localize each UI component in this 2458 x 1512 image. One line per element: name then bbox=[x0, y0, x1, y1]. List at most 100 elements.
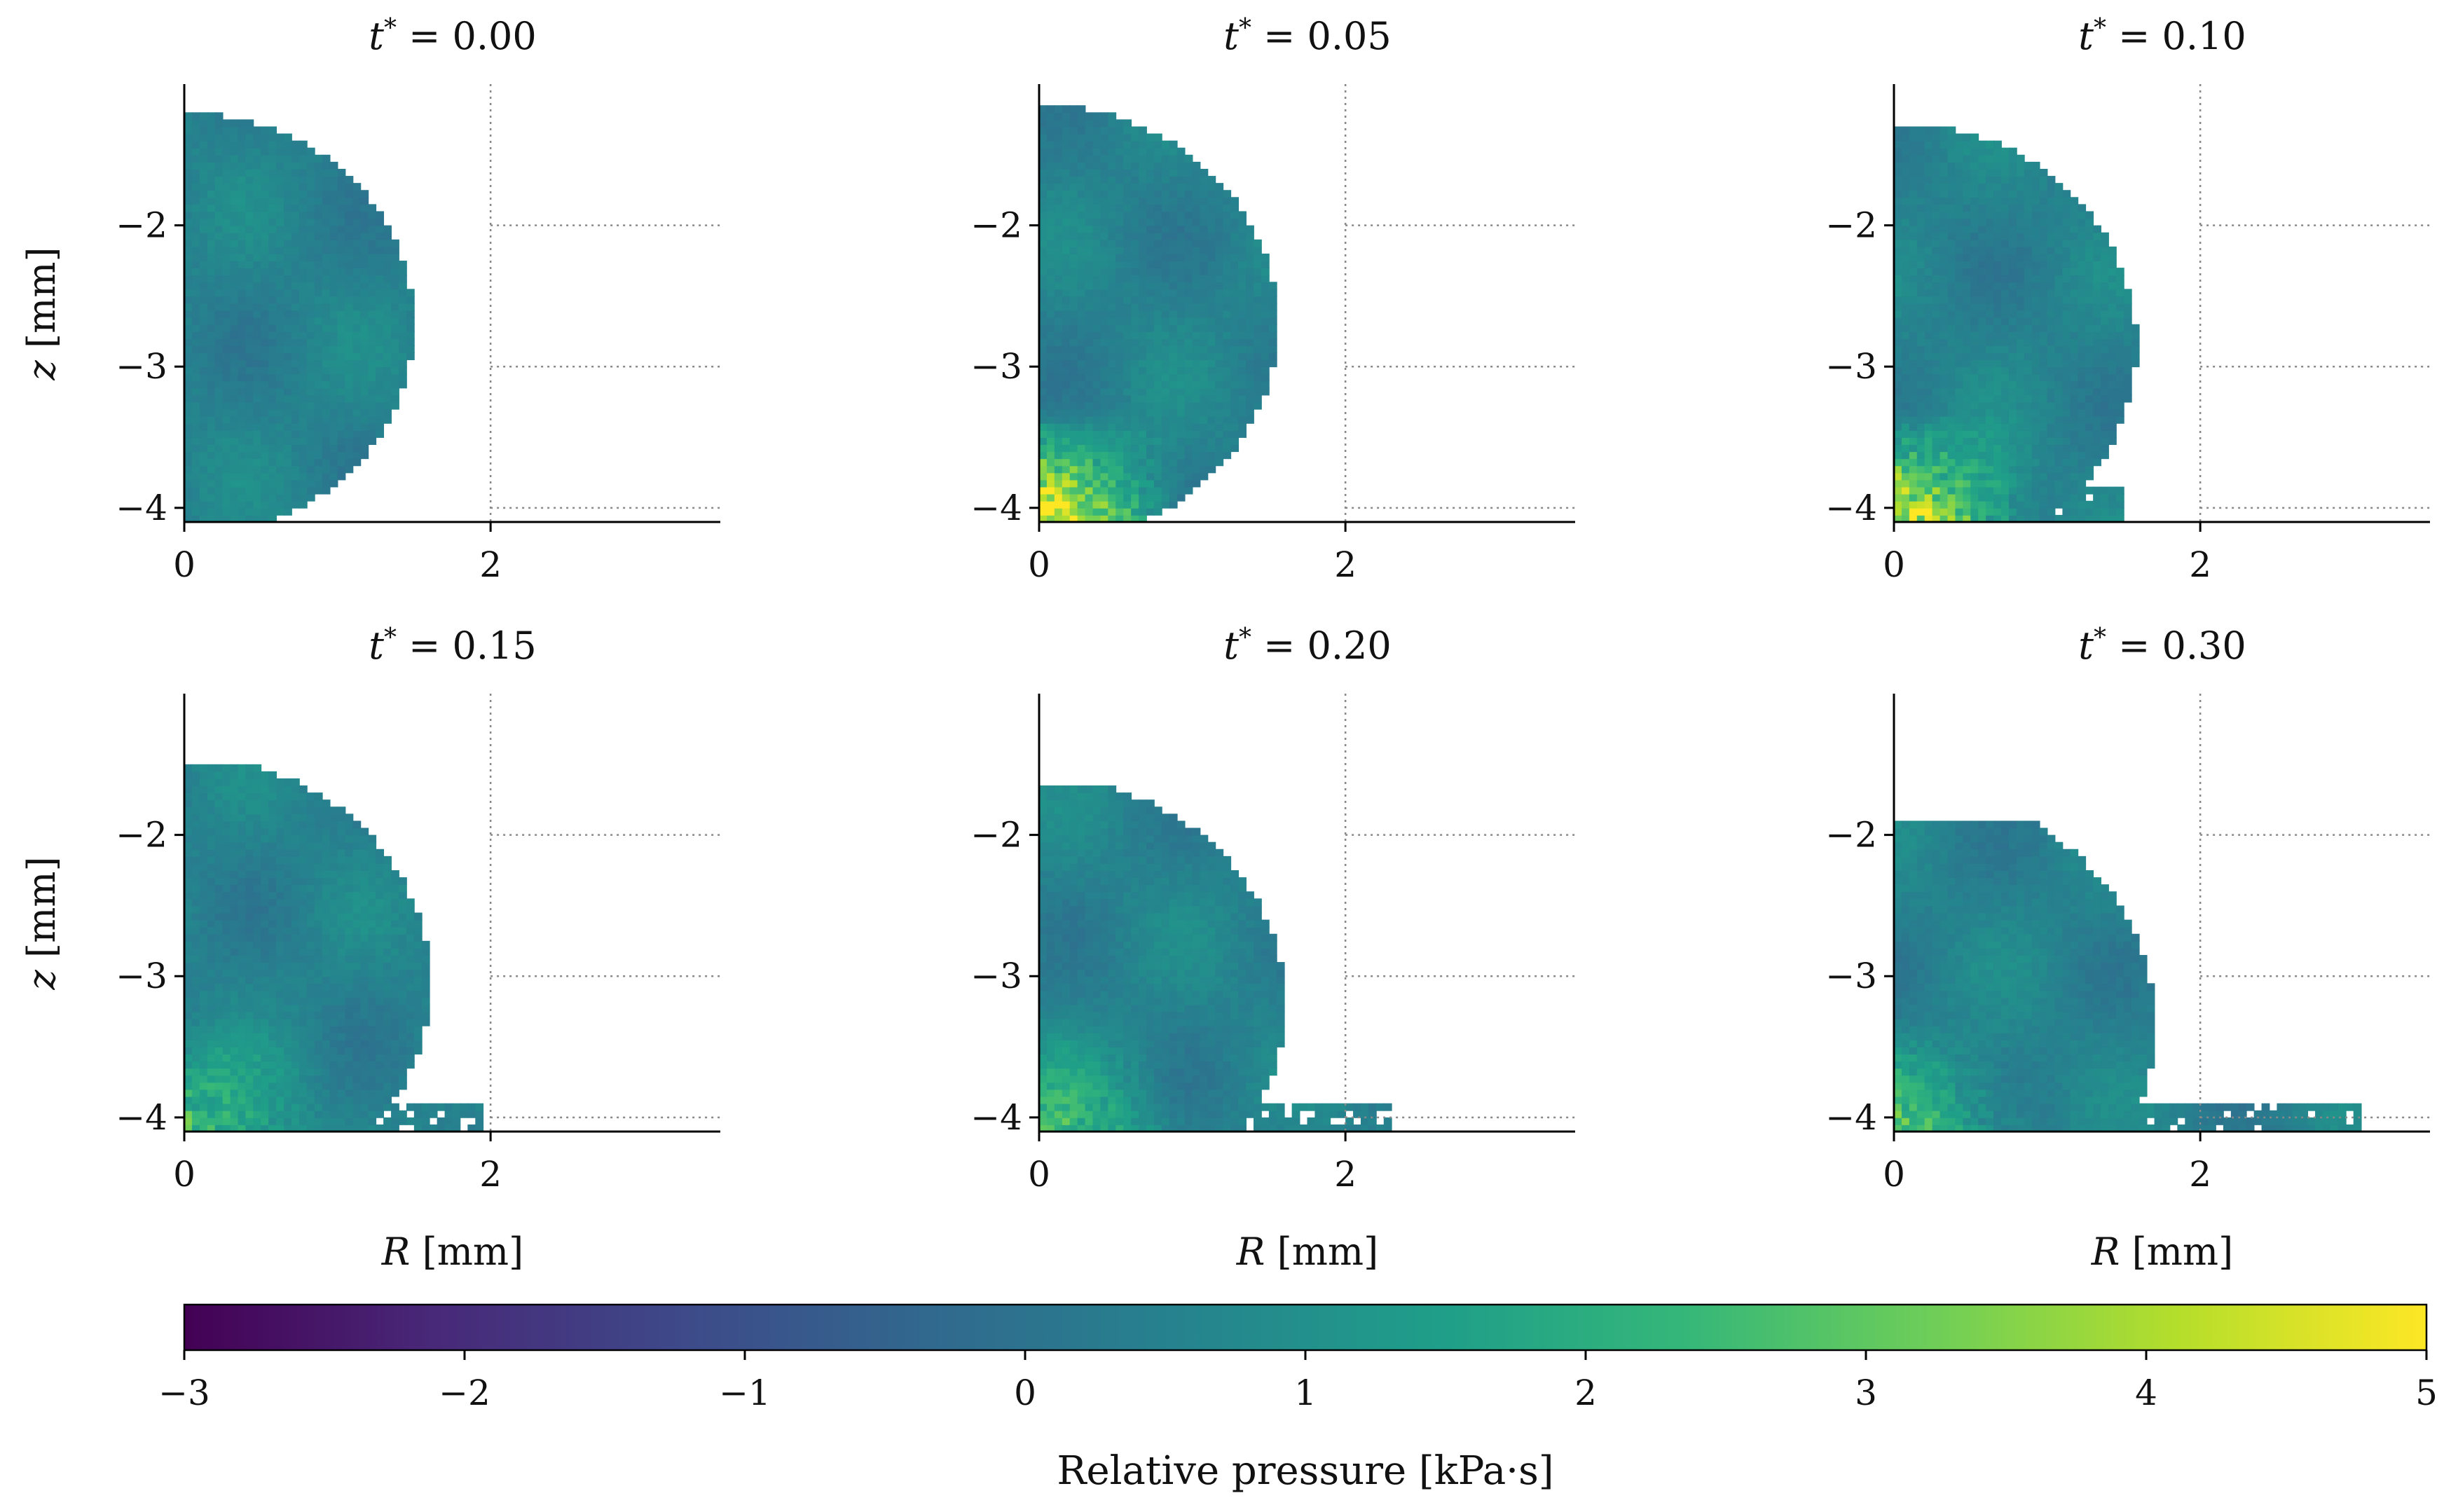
heatmap-cell bbox=[1246, 261, 1254, 268]
heatmap-cell bbox=[192, 444, 200, 452]
heatmap-cell bbox=[2124, 366, 2132, 374]
heatmap-cell bbox=[1146, 472, 1155, 480]
heatmap-cell bbox=[1200, 310, 1209, 318]
heatmap-cell bbox=[1246, 409, 1254, 417]
heatmap-cell bbox=[2009, 331, 2017, 339]
heatmap-cell bbox=[2093, 303, 2101, 311]
heatmap-cell bbox=[2078, 324, 2086, 332]
heatmap-cell bbox=[1917, 352, 1925, 360]
heatmap-cell bbox=[192, 155, 200, 163]
heatmap-cell bbox=[238, 148, 247, 156]
heatmap-cell bbox=[1123, 494, 1132, 502]
heatmap-cell bbox=[2017, 197, 2025, 205]
heatmap-cell bbox=[223, 480, 231, 488]
heatmap-cell bbox=[2070, 219, 2078, 226]
heatmap-cell bbox=[2017, 204, 2025, 212]
heatmap-cell bbox=[2070, 289, 2078, 296]
heatmap-cell bbox=[1955, 416, 1963, 424]
heatmap-cell bbox=[1902, 352, 1910, 360]
heatmap-cell bbox=[1269, 310, 1277, 318]
heatmap-cell bbox=[1108, 126, 1116, 134]
heatmap-cell bbox=[1093, 261, 1101, 268]
heatmap-cell bbox=[360, 303, 369, 311]
heatmap-cell bbox=[200, 1061, 208, 1068]
heatmap-cell bbox=[1917, 226, 1925, 233]
heatmap-cell bbox=[2024, 480, 2033, 488]
heatmap-cell bbox=[215, 119, 224, 127]
heatmap-cell bbox=[1932, 148, 1941, 156]
heatmap-cell bbox=[1154, 303, 1162, 311]
heatmap-cell bbox=[1940, 183, 1949, 191]
heatmap-cell bbox=[1215, 261, 1223, 268]
heatmap-cell bbox=[1909, 141, 1918, 149]
heatmap-cell bbox=[1177, 373, 1186, 381]
heatmap-cell bbox=[2032, 352, 2040, 360]
heatmap-cell bbox=[276, 487, 284, 495]
heatmap-cell bbox=[1169, 501, 1178, 509]
heatmap-cell bbox=[1123, 310, 1132, 318]
heatmap-cell bbox=[1200, 247, 1209, 254]
heatmap-cell bbox=[245, 317, 254, 325]
heatmap-cell bbox=[2040, 430, 2048, 438]
heatmap-cell bbox=[1993, 247, 2002, 254]
heatmap-cell bbox=[1948, 226, 1956, 233]
heatmap-cell bbox=[330, 423, 338, 431]
heatmap-cell bbox=[2047, 282, 2056, 289]
heatmap-cell bbox=[238, 402, 247, 410]
heatmap-cell bbox=[2116, 317, 2124, 325]
heatmap-cell bbox=[238, 1097, 247, 1104]
heatmap-cell bbox=[322, 324, 331, 332]
heatmap-cell bbox=[238, 835, 247, 843]
heatmap-cell bbox=[1894, 324, 1902, 332]
heatmap-cell bbox=[1207, 338, 1216, 346]
heatmap-cell bbox=[1963, 134, 1971, 142]
heatmap-cell bbox=[238, 296, 247, 303]
heatmap-cell bbox=[215, 877, 224, 885]
heatmap-cell bbox=[1215, 366, 1223, 374]
heatmap-cell bbox=[2017, 310, 2025, 318]
heatmap-cell bbox=[2070, 352, 2078, 360]
heatmap-cell bbox=[245, 275, 254, 282]
heatmap-cell bbox=[1070, 261, 1078, 268]
heatmap-cell bbox=[223, 1040, 231, 1047]
heatmap-cell bbox=[200, 877, 208, 885]
heatmap-cell bbox=[1169, 254, 1178, 261]
heatmap-cell bbox=[1154, 240, 1162, 247]
heatmap-cell bbox=[268, 303, 277, 311]
heatmap-cell bbox=[200, 828, 208, 836]
heatmap-cell bbox=[1894, 338, 1902, 346]
heatmap-cell bbox=[1909, 366, 1918, 374]
heatmap-cell bbox=[1215, 204, 1223, 212]
heatmap-cell bbox=[245, 842, 254, 850]
heatmap-cell bbox=[223, 176, 231, 184]
heatmap-cell bbox=[238, 211, 247, 219]
heatmap-cell bbox=[330, 162, 338, 170]
heatmap-cell bbox=[1963, 141, 1971, 149]
heatmap-cell bbox=[184, 345, 193, 353]
heatmap-cell bbox=[1169, 387, 1178, 395]
heatmap-cell bbox=[2040, 480, 2048, 488]
heatmap-cell bbox=[1100, 395, 1108, 403]
heatmap-cell bbox=[245, 969, 254, 977]
heatmap-cell bbox=[1078, 480, 1086, 488]
heatmap-cell bbox=[192, 387, 200, 395]
heatmap-cell bbox=[2078, 240, 2086, 247]
heatmap-cell bbox=[1940, 331, 1949, 339]
heatmap-cell bbox=[1131, 430, 1139, 438]
heatmap-cell bbox=[1131, 359, 1139, 367]
heatmap-cell bbox=[2101, 324, 2109, 332]
heatmap-cell bbox=[1078, 296, 1086, 303]
heatmap-cell bbox=[1894, 289, 1902, 296]
heatmap-cell bbox=[1093, 366, 1101, 374]
heatmap-cell bbox=[1230, 303, 1239, 311]
heatmap-cell bbox=[284, 310, 292, 318]
heatmap-cell bbox=[1230, 240, 1239, 247]
heatmap-cell bbox=[261, 465, 269, 473]
heatmap-cell bbox=[1070, 233, 1078, 240]
heatmap-cell bbox=[1100, 480, 1108, 488]
heatmap-cell bbox=[299, 331, 308, 339]
heatmap-cell bbox=[238, 976, 247, 984]
heatmap-cell bbox=[1100, 380, 1108, 388]
heatmap-cell bbox=[223, 423, 231, 431]
heatmap-cell bbox=[238, 948, 247, 956]
